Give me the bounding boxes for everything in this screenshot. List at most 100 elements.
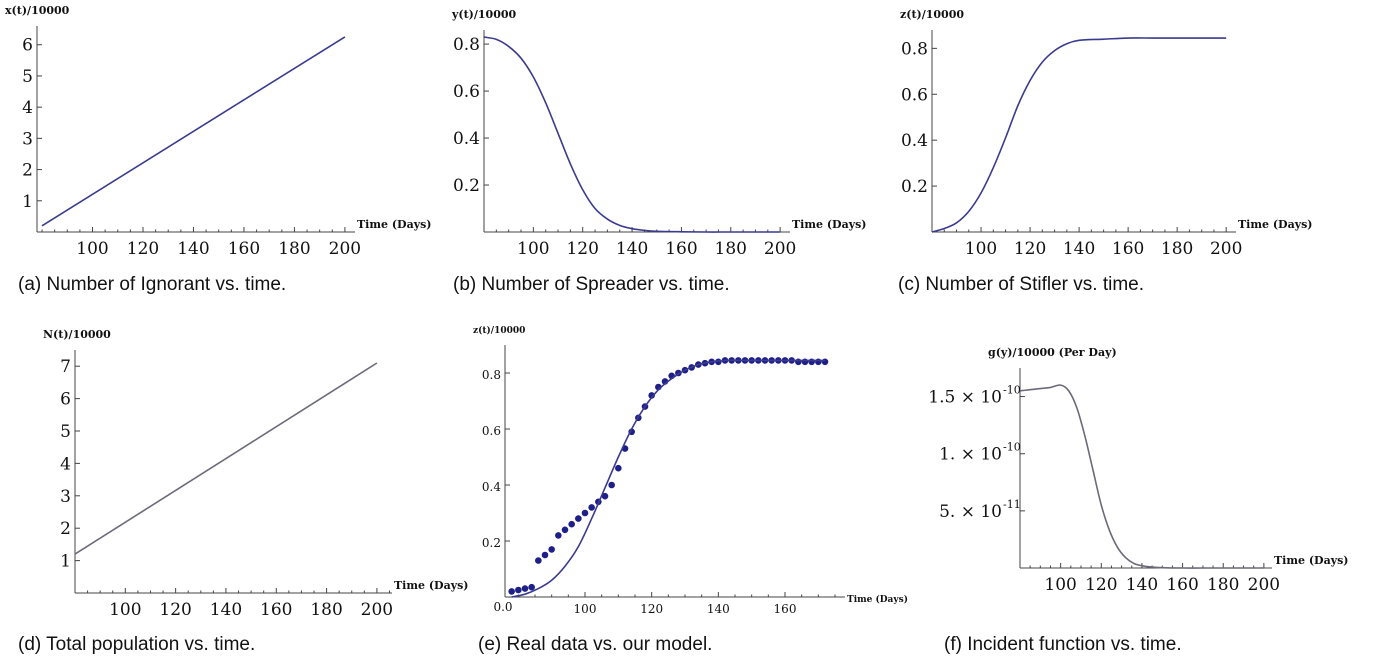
y-axis-label: x(t)/10000 (5, 4, 70, 17)
data-point (541, 551, 549, 559)
x-tick-label: 100 (1044, 575, 1076, 595)
data-point (568, 520, 575, 528)
x-tick-label: 200 (1248, 575, 1280, 595)
y-tick-label: 6 (60, 390, 71, 410)
x-tick-label: 100 (109, 600, 141, 620)
x-tick-label: 140 (177, 239, 209, 259)
data-point (555, 532, 562, 539)
caption-d: (d) Total population vs. time. (18, 634, 255, 655)
y-tick-label: 0.4 (901, 131, 928, 151)
y-tick-label: 1 (60, 552, 71, 572)
x-axis-label: Time (Days) (357, 218, 432, 231)
x-axis-label: Time (Days) (1274, 554, 1349, 567)
x-tick-label: 140 (1126, 575, 1158, 595)
y-tick-label: 0.2 (482, 536, 501, 550)
y-axis-label: y(t)/10000 (451, 8, 517, 21)
y-tick-label: 2 (60, 519, 71, 539)
series-line (1019, 384, 1264, 569)
y-tick-exponent: -11 (1003, 498, 1021, 511)
series-line (41, 36, 346, 227)
y-tick-label: 1.5 × 10 (928, 388, 1002, 408)
y-tick-label: 4 (22, 98, 33, 118)
y-tick-label: 0.4 (482, 480, 501, 494)
y-tick-label: 0.8 (482, 368, 501, 382)
y-tick-label: 0.6 (901, 85, 928, 105)
data-point (648, 392, 655, 399)
x-tick-label: 180 (1207, 575, 1239, 595)
data-point (515, 586, 522, 594)
x-axis-label: Time (Days) (394, 579, 469, 592)
x-tick-label: 160 (260, 600, 292, 620)
data-point (521, 585, 529, 592)
x-tick-label: 140 (210, 600, 242, 620)
y-axis-label: z(t)/10000 (900, 8, 964, 21)
y-tick-exponent: -10 (1003, 441, 1021, 454)
x-tick-label: 180 (310, 600, 342, 620)
panel-d-total-population: 100 120 140 160 180 200 1 2 3 4 5 6 7 N(t)/10000 Time … (43, 328, 469, 620)
y-tick-exponent: -10 (1003, 384, 1021, 397)
x-tick-label: 140 (1063, 239, 1095, 259)
y-tick-label: 3 (22, 129, 33, 149)
x-tick-label: 120 (1085, 575, 1117, 595)
data-point (535, 557, 542, 564)
data-point (808, 358, 815, 366)
y-tick-label: 0.2 (901, 177, 928, 197)
caption-a: (a) Number of Ignorant vs. time. (18, 274, 286, 295)
y-tick-label: 0.4 (453, 129, 480, 149)
x-tick-label: 200 (361, 600, 393, 620)
y-tick-label: 2 (22, 161, 33, 181)
y-axis-label: g(y)/10000 (Per Day) (988, 346, 1117, 359)
y-tick-label: 0.8 (901, 39, 928, 59)
x-axis-label: Time (Days) (792, 218, 867, 231)
data-point (548, 546, 555, 553)
caption-b: (b) Number of Spreader vs. time. (453, 274, 730, 295)
y-tick-label: 3 (60, 487, 71, 507)
x-tick-label: 120 (159, 600, 191, 620)
data-point (601, 492, 609, 500)
series-line (511, 359, 825, 598)
x-tick-label: 200 (1210, 239, 1242, 259)
panel-a-ignorant: 100 120 140 160 180 200 1 2 3 4 5 6 x(t)/10000 Time (… (5, 4, 432, 259)
data-point (801, 358, 809, 366)
x-tick-label: 0.0 (493, 600, 512, 614)
y-tick-label: 5 (60, 422, 71, 442)
y-axis-label: N(t)/10000 (43, 328, 111, 341)
y-tick-label: 6 (22, 36, 33, 56)
x-tick-label: 120 (566, 239, 598, 259)
x-tick-label: 100 (517, 239, 549, 259)
x-tick-label: 180 (278, 239, 310, 259)
data-point (588, 504, 595, 511)
data-point (615, 464, 622, 472)
y-tick-label: 5. × 10 (939, 502, 1002, 522)
x-tick-label: 140 (707, 602, 730, 616)
y-tick-label: 4 (60, 454, 71, 474)
x-tick-label: 160 (228, 239, 260, 259)
panel-b-spreader: 100 120 140 160 180 200 0.2 0.4 0.6 0.8 y(t)/10000… (451, 8, 867, 259)
series-line (74, 362, 378, 555)
caption-c: (c) Number of Stifler vs. time. (898, 274, 1144, 295)
data-point (581, 509, 589, 517)
series-line (483, 36, 781, 233)
panel-c-stifler: 100 120 140 160 180 200 0.2 0.4 0.6 0.8 z(t)/10000… (900, 8, 1313, 259)
y-axis-label: z(t)/10000 (473, 325, 525, 336)
data-point (508, 588, 515, 595)
y-tick-label: 0.6 (453, 82, 480, 102)
panel-e-real-vs-model: 100 120 140 160 0.0 0.2 0.4 0.6 0.8 z(t)/10000 Tim… (473, 325, 908, 616)
data-point (821, 358, 829, 366)
x-tick-label: 140 (616, 239, 648, 259)
y-tick-label: 0.6 (482, 424, 501, 438)
caption-f: (f) Incident function vs. time. (944, 634, 1182, 655)
x-tick-label: 200 (764, 239, 796, 259)
x-tick-label: 160 (774, 602, 797, 616)
x-tick-label: 180 (1161, 239, 1193, 259)
x-tick-label: 100 (965, 239, 997, 259)
data-point (575, 515, 582, 522)
x-tick-label: 120 (1014, 239, 1046, 259)
data-point (608, 481, 615, 489)
y-tick-label: 0.2 (453, 176, 480, 196)
y-tick-label: 5 (22, 67, 33, 87)
x-tick-label: 160 (665, 239, 697, 259)
x-tick-label: 160 (1166, 575, 1198, 595)
caption-e: (e) Real data vs. our model. (478, 634, 712, 655)
